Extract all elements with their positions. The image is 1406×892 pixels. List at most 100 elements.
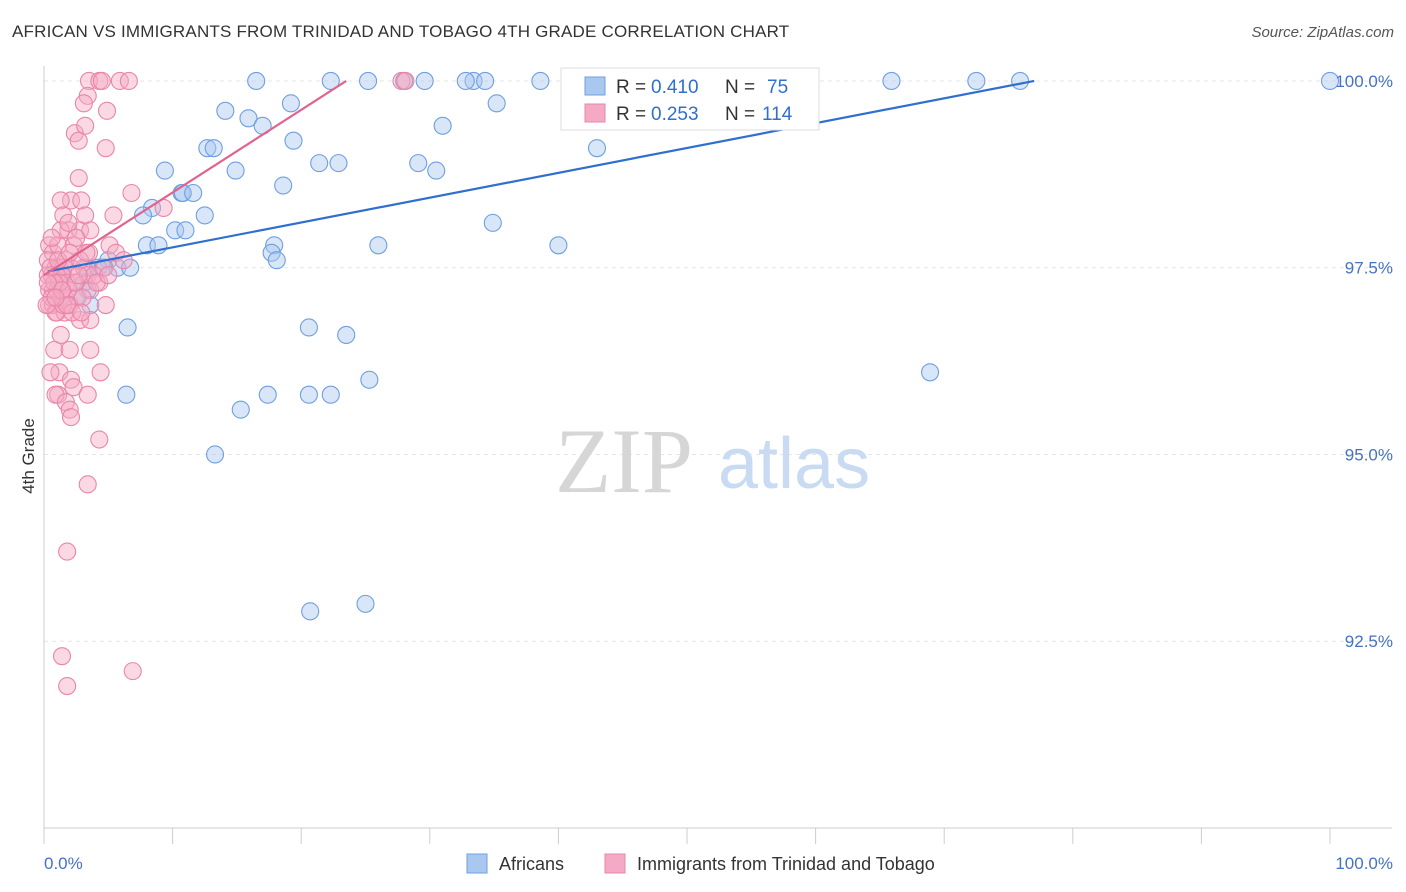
trinidad-point [96, 296, 115, 315]
trinidad-point [123, 662, 142, 681]
trinidad-point [51, 191, 70, 210]
legend-label-africans: Africans [499, 854, 564, 874]
trinidad-point [45, 273, 64, 292]
trinidad-point [60, 340, 79, 359]
trinidad-point [91, 363, 110, 382]
y-tick-label: 97.5% [1345, 259, 1393, 278]
stats-n-value-trinidad: 114 [762, 104, 793, 125]
stats-r-label-trinidad: R = [616, 104, 646, 125]
africans-point [310, 154, 329, 173]
trinidad-point [70, 310, 90, 330]
trinidad-point [59, 213, 78, 232]
trinidad-point [119, 71, 138, 90]
trinidad-point [92, 71, 111, 90]
y-tick-label: 95.0% [1345, 445, 1393, 464]
africans-point [967, 71, 986, 90]
africans-point [155, 161, 174, 180]
africans-point [299, 318, 318, 337]
trinidad-trend-line [43, 80, 347, 277]
trinidad-points [37, 71, 415, 696]
trinidad-point [392, 71, 411, 90]
africans-point [921, 363, 940, 382]
trinidad-point [69, 266, 88, 285]
africans-point [427, 161, 446, 180]
trinidad-point [51, 325, 70, 344]
africans-point [108, 258, 127, 277]
africans-point [198, 139, 217, 158]
trinidad-point [64, 378, 83, 397]
y-axis-label: 4th Grade [19, 418, 38, 494]
trinidad-point [81, 221, 100, 240]
africans-point [531, 71, 550, 90]
africans-point [184, 183, 203, 203]
trend-lines [43, 79, 1035, 277]
trinidad-point [38, 273, 57, 292]
africans-point [216, 101, 235, 120]
africans-point [226, 161, 245, 180]
africans-point [274, 176, 293, 195]
africans-point [133, 206, 153, 225]
trinidad-point [52, 281, 72, 300]
africans-point [121, 258, 140, 277]
x-tick-labels: 0.0% 100.0% [44, 854, 1393, 873]
x-tick-label: 100.0% [1335, 854, 1393, 873]
legend-swatch-africans [466, 853, 488, 874]
trinidad-point [60, 400, 79, 419]
africans-point [487, 94, 506, 113]
africans-point [456, 71, 475, 90]
trinidad-point [81, 310, 100, 330]
stats-r-value-trinidad: 0.253 [651, 104, 699, 125]
trinidad-point [76, 116, 95, 135]
trinidad-point [61, 408, 81, 427]
africans-point [360, 370, 379, 389]
trinidad-point [45, 340, 64, 359]
trinidad-point [61, 370, 81, 389]
trinidad-point [72, 303, 91, 322]
africans-point [239, 109, 258, 128]
chart-title: AFRICAN VS IMMIGRANTS FROM TRINIDAD AND … [12, 22, 790, 41]
trinidad-point [51, 221, 70, 240]
source-label: Source: ZipAtlas.com [1251, 24, 1394, 41]
trinidad-point [99, 266, 118, 285]
trinidad-point [81, 340, 100, 359]
trinidad-point [74, 94, 93, 113]
africans-point [359, 71, 378, 90]
stats-n-value-africans: 75 [767, 77, 788, 98]
africans-point [483, 213, 502, 232]
trinidad-point [78, 385, 97, 404]
bottom-legend: Africans Immigrants from Trinidad and To… [466, 853, 935, 874]
trinidad-point [52, 647, 72, 666]
trinidad-point [37, 296, 56, 315]
africans-point [549, 236, 568, 255]
africans-point [299, 385, 318, 404]
y-tick-labels: 92.5% 95.0% 97.5% 100.0% [1335, 72, 1393, 651]
africans-point [265, 236, 284, 255]
trinidad-point [46, 385, 65, 404]
trinidad-point [90, 430, 109, 449]
africans-point [321, 385, 340, 404]
trinidad-point [104, 206, 123, 225]
africans-point [433, 116, 452, 135]
stats-swatch-africans [584, 76, 606, 96]
trinidad-point [69, 169, 88, 188]
africans-point [1011, 71, 1030, 90]
africans-point [166, 221, 185, 240]
trinidad-point [122, 183, 141, 203]
watermark-zip: ZIP [555, 410, 693, 512]
africans-point [409, 154, 428, 173]
trinidad-point [42, 228, 61, 247]
trinidad-point [96, 139, 115, 158]
africans-point [258, 385, 277, 404]
africans-point [247, 71, 266, 90]
africans-point [337, 325, 356, 344]
africans-point [118, 318, 137, 337]
trinidad-point [41, 258, 60, 277]
africans-point [231, 400, 250, 419]
trinidad-point [58, 677, 77, 696]
stats-r-value-africans: 0.410 [651, 77, 699, 98]
stats-r-label-africans: R = [616, 77, 646, 98]
stats-n-label-africans: N = [725, 77, 755, 98]
africans-point [329, 154, 348, 173]
trinidad-point [78, 475, 97, 494]
